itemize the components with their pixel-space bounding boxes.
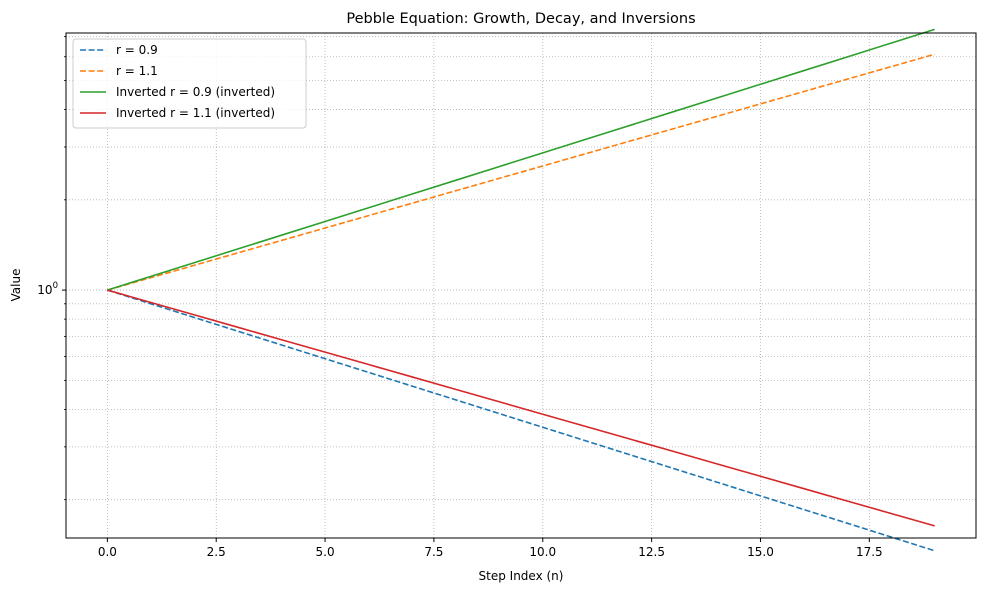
y-tick-label: 100 xyxy=(37,281,58,297)
x-tick-label: 5.0 xyxy=(316,545,335,559)
plot-frame xyxy=(65,32,977,539)
chart-title: Pebble Equation: Growth, Decay, and Inve… xyxy=(346,11,695,27)
legend-label-1: r = 0.9 xyxy=(116,43,158,57)
x-axis-label: Step Index (n) xyxy=(479,569,564,583)
legend: r = 0.9 r = 1.1 Inverted r = 0.9 (inverted… xyxy=(72,38,307,129)
legend-label-3: Inverted r = 0.9 (inverted) xyxy=(116,85,275,99)
series-line-2 xyxy=(107,53,935,291)
x-tick-label: 2.5 xyxy=(207,545,226,559)
y-axis-label: Value xyxy=(9,269,23,302)
series-line-1 xyxy=(107,289,935,552)
x-tick-label: 12.5 xyxy=(638,545,665,559)
x-tick-label: 7.5 xyxy=(424,545,443,559)
axis-ticks: 0.0 2.5 5.0 7.5 10.0 12.5 15.0 17.5 100 xyxy=(37,36,883,559)
legend-label-4: Inverted r = 1.1 (inverted) xyxy=(116,106,275,120)
x-tick-label: 15.0 xyxy=(747,545,774,559)
legend-label-2: r = 1.1 xyxy=(116,64,158,78)
x-tick-label: 10.0 xyxy=(529,545,556,559)
x-tick-label: 0.0 xyxy=(98,545,117,559)
series-line-4 xyxy=(107,289,935,527)
x-tick-label: 17.5 xyxy=(856,545,883,559)
legend-box xyxy=(72,38,307,129)
series-line-3 xyxy=(107,28,935,291)
series-lines xyxy=(107,28,935,552)
